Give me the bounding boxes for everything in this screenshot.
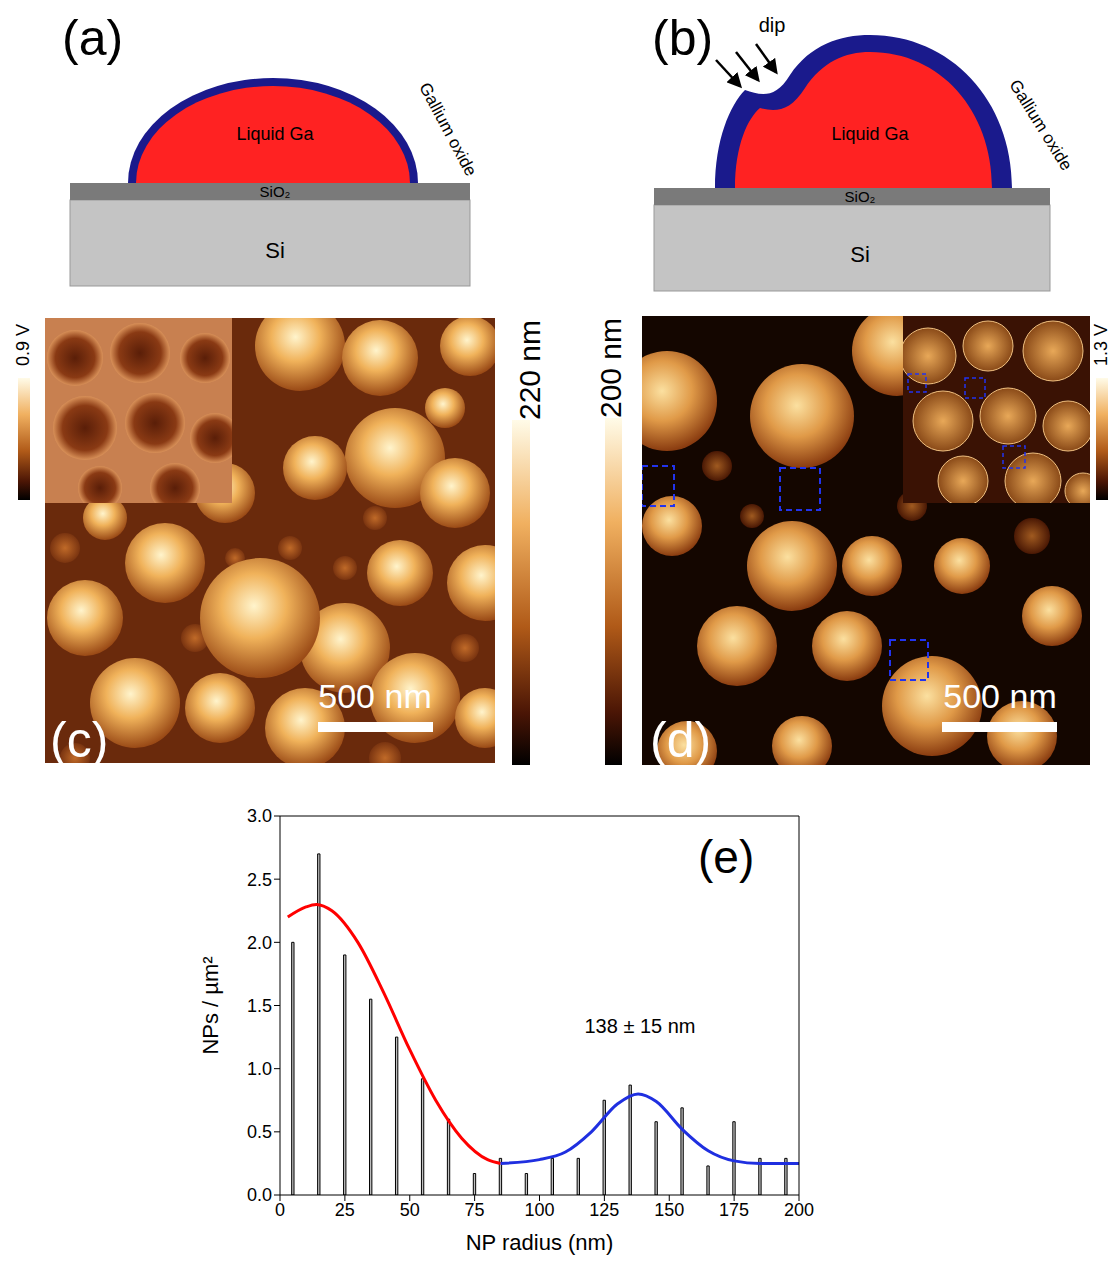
svg-text:75: 75 xyxy=(465,1200,485,1220)
svg-text:SiO₂: SiO₂ xyxy=(260,183,291,200)
svg-text:Liquid Ga: Liquid Ga xyxy=(236,124,314,144)
html-text:(e): (e) xyxy=(698,831,755,883)
svg-text:1.0: 1.0 xyxy=(247,1059,272,1079)
svg-text:(c): (c) xyxy=(50,712,108,768)
svg-text:NP radius (nm): NP radius (nm) xyxy=(466,1230,614,1255)
svg-text:2.0: 2.0 xyxy=(247,933,272,953)
svg-text:(a): (a) xyxy=(62,10,123,66)
svg-text:50: 50 xyxy=(400,1200,420,1220)
svg-text:200: 200 xyxy=(784,1200,814,1220)
svg-text:25: 25 xyxy=(335,1200,355,1220)
svg-text:125: 125 xyxy=(589,1200,619,1220)
svg-text:0.5: 0.5 xyxy=(247,1122,272,1142)
svg-text:(d): (d) xyxy=(650,712,711,768)
svg-text:500 nm: 500 nm xyxy=(318,677,431,715)
svg-text:1.3 V: 1.3 V xyxy=(1091,324,1111,366)
svg-text:150: 150 xyxy=(654,1200,684,1220)
html-text:138 ± 15 nm: 138 ± 15 nm xyxy=(584,1015,696,1037)
svg-text:220 nm: 220 nm xyxy=(513,320,546,420)
svg-text:1.5: 1.5 xyxy=(247,996,272,1016)
svg-text:(b): (b) xyxy=(652,10,713,66)
svg-text:0: 0 xyxy=(275,1200,285,1220)
svg-text:0.9 V: 0.9 V xyxy=(13,324,33,366)
svg-text:0.0: 0.0 xyxy=(247,1185,272,1205)
svg-text:SiO₂: SiO₂ xyxy=(845,188,876,205)
svg-text:100: 100 xyxy=(524,1200,554,1220)
svg-text:500 nm: 500 nm xyxy=(943,677,1056,715)
svg-text:3.0: 3.0 xyxy=(247,806,272,826)
svg-text:Si: Si xyxy=(850,242,870,267)
svg-text:Gallium oxide: Gallium oxide xyxy=(1005,76,1076,173)
svg-text:Liquid Ga: Liquid Ga xyxy=(831,124,909,144)
svg-text:175: 175 xyxy=(719,1200,749,1220)
svg-text:dip: dip xyxy=(759,14,786,36)
svg-text:Si: Si xyxy=(265,238,285,263)
svg-text:200 nm: 200 nm xyxy=(594,318,627,418)
svg-text:2.5: 2.5 xyxy=(247,870,272,890)
svg-text:Gallium oxide: Gallium oxide xyxy=(415,79,480,179)
svg-text:NPs / µm²: NPs / µm² xyxy=(198,956,223,1054)
